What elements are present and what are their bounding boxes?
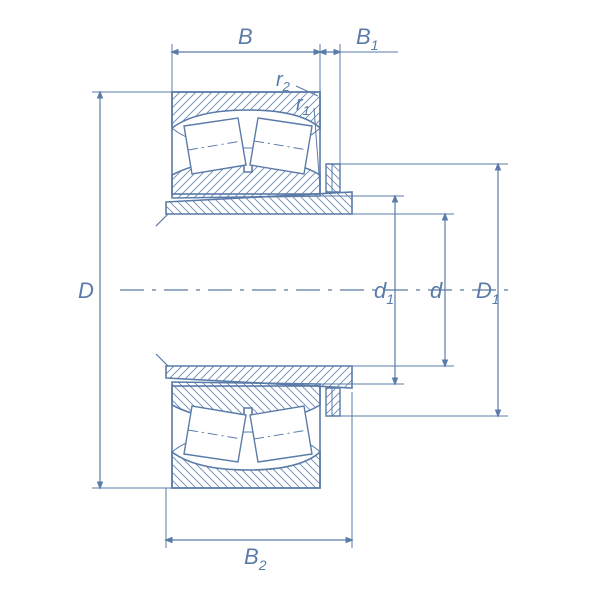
label-r1-sub: 1	[303, 103, 310, 118]
label-B2: B	[244, 544, 259, 569]
label-d1-sub: 1	[386, 291, 394, 307]
label-r2-sub: 2	[282, 79, 291, 94]
rollers-upper	[184, 118, 312, 174]
svg-text:r2: r2	[276, 69, 291, 94]
dim-B1: B1	[320, 24, 398, 164]
svg-text:B1: B1	[356, 24, 378, 53]
label-D1: D	[476, 278, 492, 303]
svg-text:d: d	[430, 278, 443, 303]
label-D: D	[78, 278, 94, 303]
svg-text:d1: d1	[374, 278, 394, 307]
label-B2-sub: 2	[258, 557, 267, 573]
lower-section	[156, 354, 352, 488]
svg-text:B2: B2	[244, 544, 267, 573]
svg-text:B: B	[238, 24, 253, 49]
svg-text:D: D	[78, 278, 94, 303]
label-B1: B	[356, 24, 371, 49]
label-d: d	[430, 278, 443, 303]
svg-text:D1: D1	[476, 278, 500, 307]
dim-D1: D1	[340, 164, 508, 416]
label-d1: d	[374, 278, 387, 303]
label-D1-sub: 1	[492, 291, 500, 307]
bearing-diagram: D d1 d D1 B B1	[0, 0, 600, 600]
label-B1-sub: 1	[371, 37, 379, 53]
upper-section	[156, 92, 352, 226]
label-B: B	[238, 24, 253, 49]
dim-B: B	[172, 24, 320, 92]
